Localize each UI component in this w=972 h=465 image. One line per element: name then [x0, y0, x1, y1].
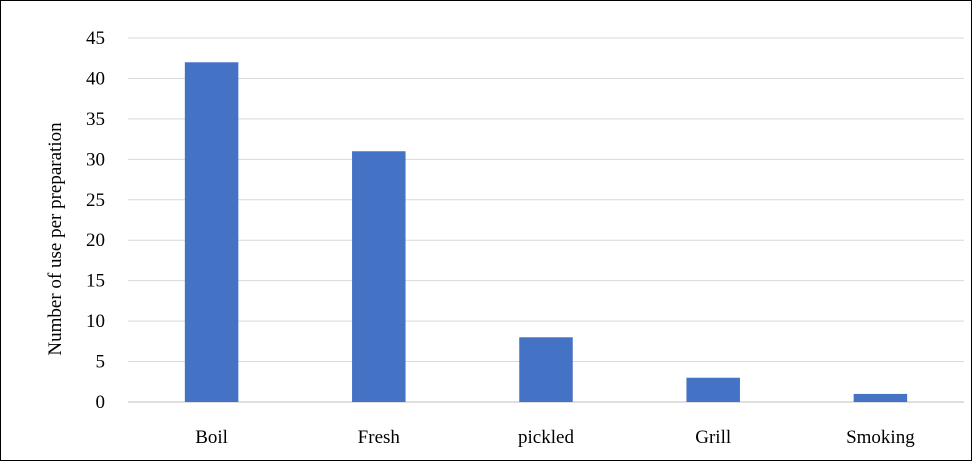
x-tick-label: Smoking — [846, 427, 915, 448]
bars — [184, 62, 908, 403]
y-tick-label: 15 — [86, 271, 105, 292]
y-tick-label: 20 — [86, 230, 105, 251]
bar-pickled — [519, 337, 573, 402]
y-tick-label: 35 — [86, 109, 105, 130]
bar-boil — [184, 62, 239, 403]
x-tick-label: Boil — [195, 427, 228, 448]
x-axis-ticks: Boil Fresh pickled Grill Smoking — [195, 427, 915, 448]
x-tick-label: Grill — [695, 427, 731, 448]
y-axis-title: Number of use per preparation — [45, 122, 66, 356]
y-tick-label: 10 — [86, 311, 105, 332]
bar-smoking — [853, 393, 908, 402]
x-tick-label: pickled — [518, 427, 574, 448]
y-axis-ticks: 0 5 10 15 20 25 30 35 40 45 — [86, 28, 105, 413]
y-tick-label: 0 — [96, 392, 106, 413]
y-tick-label: 25 — [86, 190, 105, 211]
x-tick-label: Fresh — [358, 427, 401, 448]
y-tick-label: 30 — [86, 149, 105, 170]
bar-grill — [686, 377, 740, 402]
bar-fresh — [352, 151, 406, 402]
y-tick-label: 45 — [86, 28, 105, 49]
gridlines — [128, 37, 964, 403]
y-tick-label: 5 — [96, 352, 106, 373]
y-tick-label: 40 — [86, 68, 105, 89]
